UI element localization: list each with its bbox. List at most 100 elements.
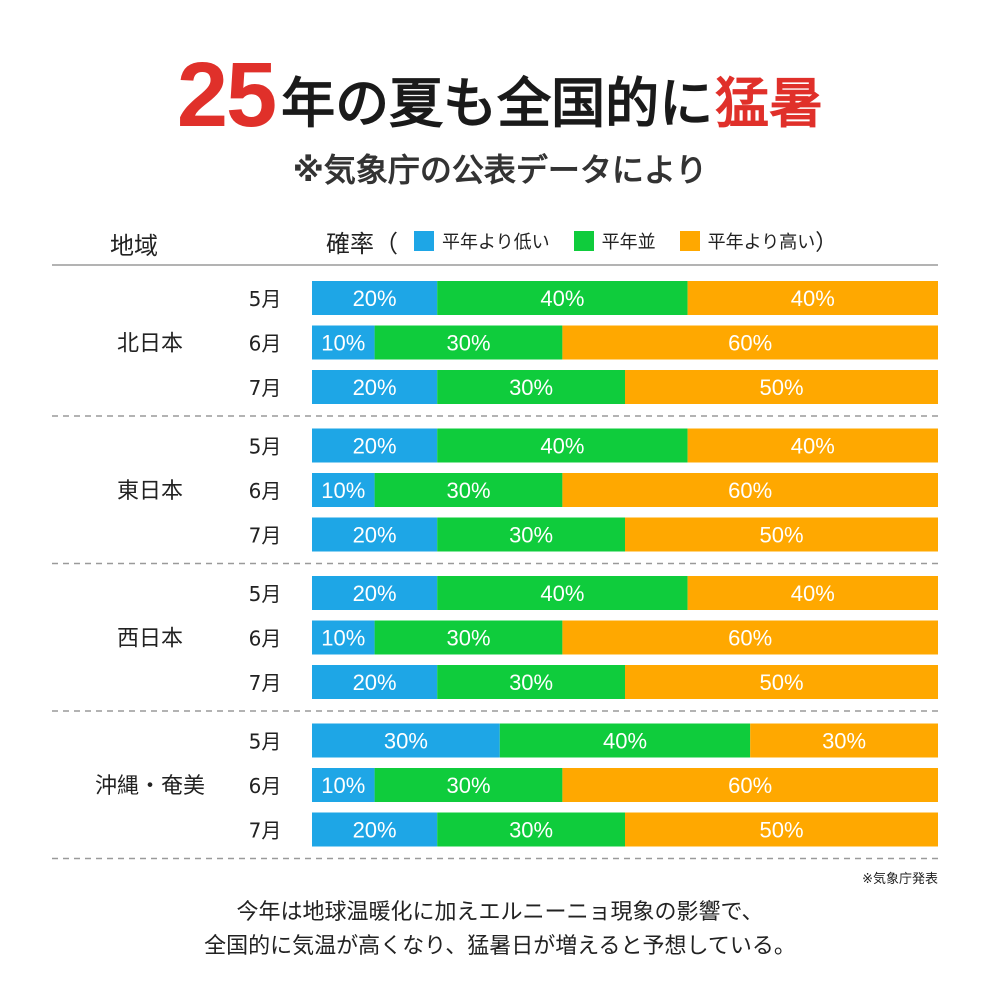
month-label: 7月 <box>249 819 282 843</box>
data-label: 10% <box>321 626 365 651</box>
page-title: 25 年の夏も全国的に 猛暑 <box>0 40 1000 146</box>
data-label: 20% <box>353 670 397 695</box>
legend-label-above: 平年より高い <box>707 232 816 253</box>
data-label: 30% <box>446 626 490 651</box>
legend-label-normal: 平年並 <box>601 232 656 253</box>
bar-segment-above <box>562 768 938 802</box>
bar-segment-above <box>750 723 938 758</box>
data-label: 10% <box>321 478 365 503</box>
source-note: ※気象庁発表 <box>862 872 938 887</box>
data-label: 10% <box>321 331 365 356</box>
bar-segment-normal <box>374 620 563 655</box>
data-label: 30% <box>384 729 428 754</box>
bar-segment-below <box>312 473 375 507</box>
legend-swatch-above <box>679 231 700 251</box>
bar-segment-below <box>312 723 500 758</box>
data-label: 30% <box>446 478 490 503</box>
bar-segment-below <box>312 620 375 655</box>
bar-segment-above <box>687 576 938 610</box>
bar-segment-normal <box>437 576 688 610</box>
bar-segment-below <box>312 517 438 552</box>
bar-segment-below <box>312 665 438 699</box>
probability-label: 確率（ <box>326 229 398 258</box>
region-label: 東日本 <box>117 479 183 504</box>
month-label: 5月 <box>249 435 282 459</box>
bar-segment-normal <box>374 768 563 802</box>
data-label: 40% <box>791 581 835 606</box>
data-label: 40% <box>540 434 584 459</box>
data-label: 60% <box>728 331 772 356</box>
data-label: 20% <box>353 818 397 843</box>
month-label: 7月 <box>249 376 282 400</box>
bar-segment-normal <box>374 473 563 507</box>
bar-segment-below <box>312 812 438 847</box>
data-label: 40% <box>603 729 647 754</box>
legend-label-below: 平年より低い <box>442 232 550 253</box>
data-label: 30% <box>509 523 553 548</box>
legend-swatch-below <box>414 231 434 251</box>
bar-segment-above <box>562 325 938 360</box>
data-label: 20% <box>353 434 397 459</box>
month-label: 6月 <box>249 332 282 356</box>
data-label: 60% <box>728 773 772 798</box>
month-label: 5月 <box>249 582 282 606</box>
data-label: 50% <box>759 670 803 695</box>
legend: 確率（ 平年より低い 平年並 平年より高い ） <box>326 226 838 258</box>
bar-segment-above <box>687 428 938 463</box>
region-label: 西日本 <box>117 627 183 652</box>
bar-segment-below <box>312 370 438 404</box>
caption-line-1: 今年は地球温暖化に加えエルニーニョ現象の影響で、 <box>236 900 764 925</box>
bar-segment-above <box>625 665 938 699</box>
month-label: 6月 <box>249 627 282 651</box>
bar-segment-above <box>625 517 938 552</box>
bar-segment-normal <box>437 281 688 315</box>
data-label: 20% <box>353 523 397 548</box>
data-label: 50% <box>759 523 803 548</box>
caption: 今年は地球温暖化に加えエルニーニョ現象の影響で、 全国的に気温が高くなり、猛暑日… <box>0 896 1000 964</box>
data-label: 60% <box>728 478 772 503</box>
data-label: 30% <box>446 773 490 798</box>
data-label: 50% <box>759 375 803 400</box>
data-label: 20% <box>353 581 397 606</box>
subtitle: ※気象庁の公表データにより <box>292 151 708 189</box>
bar-segment-below <box>312 428 438 463</box>
data-label: 30% <box>509 818 553 843</box>
bar-segment-normal <box>499 723 751 758</box>
data-label: 50% <box>759 818 803 843</box>
data-label: 10% <box>321 773 365 798</box>
bar-segment-above <box>687 281 938 315</box>
bar-segment-normal <box>437 370 625 404</box>
data-label: 30% <box>509 375 553 400</box>
month-label: 7月 <box>249 671 282 695</box>
bar-segment-below <box>312 281 438 315</box>
bar-segment-above <box>625 812 938 847</box>
legend-close-paren: ） <box>815 231 838 256</box>
bar-segment-normal <box>437 428 688 463</box>
data-label: 40% <box>791 286 835 311</box>
data-label: 60% <box>728 626 772 651</box>
bar-segment-below <box>312 325 375 360</box>
title-year: 25 <box>176 44 277 146</box>
bar-segment-normal <box>437 517 625 552</box>
month-label: 6月 <box>249 774 282 798</box>
caption-line-2: 全国的に気温が高くなり、猛暑日が増えると予想している。 <box>204 934 796 959</box>
region-column-header: 地域 <box>110 232 158 260</box>
data-label: 40% <box>540 581 584 606</box>
data-label: 20% <box>353 286 397 311</box>
bar-segment-above <box>625 370 938 404</box>
data-label: 20% <box>353 375 397 400</box>
data-label: 30% <box>509 670 553 695</box>
legend-swatch-normal <box>573 231 594 251</box>
region-label: 北日本 <box>117 332 183 357</box>
month-label: 5月 <box>249 287 282 311</box>
region-label: 沖縄・奄美 <box>95 774 205 799</box>
bar-segment-below <box>312 768 375 802</box>
bar-segment-normal <box>437 665 625 699</box>
data-label: 30% <box>446 331 490 356</box>
bar-segment-below <box>312 576 438 610</box>
title-emphasis: 猛暑 <box>715 72 824 135</box>
bar-segment-normal <box>374 325 563 360</box>
bar-segment-above <box>562 620 938 655</box>
data-label: 30% <box>822 729 866 754</box>
